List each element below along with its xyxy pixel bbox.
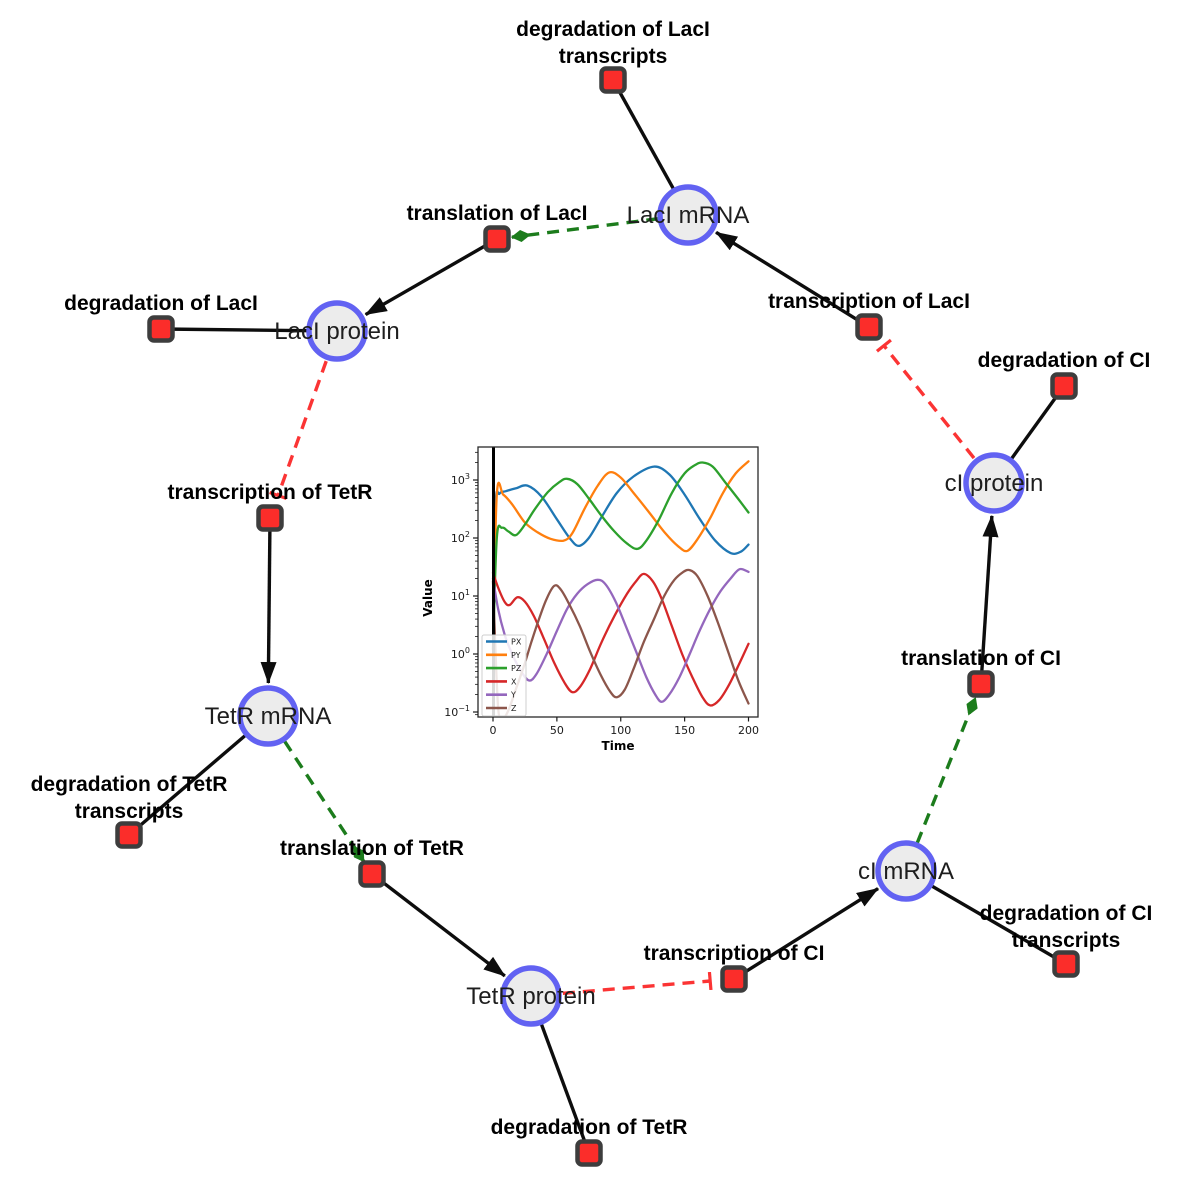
edge-modifier-ci-mrna-tl-ci bbox=[915, 696, 978, 844]
edge-inhibitor-laci-prot-tx-tetr bbox=[269, 360, 328, 501]
timeseries-plot: 0 50 100 150 20010−1100101102103TimeValuePXP… bbox=[421, 446, 759, 753]
y-tick-label: 10−1 bbox=[444, 704, 470, 719]
reaction-label-tx-laci: transcription of LacI bbox=[768, 290, 970, 313]
edge-product-tl-ci-ci-prot bbox=[980, 514, 999, 673]
species-label-tetr-prot: TetR protein bbox=[466, 983, 595, 1010]
species-label-ci-mrna: cI mRNA bbox=[858, 858, 954, 885]
reaction-label-deg-tetr: degradation of TetR bbox=[491, 1116, 688, 1139]
edge-inhibitor-ci-prot-tx-laci bbox=[875, 338, 976, 460]
legend-label-Z: Z bbox=[511, 704, 517, 713]
y-tick-label: 102 bbox=[451, 530, 470, 545]
reaction-label-tx-tetr: transcription of TetR bbox=[168, 481, 373, 504]
x-tick-label: 50 bbox=[550, 724, 564, 737]
species-node-ci-prot[interactable] bbox=[963, 452, 1025, 514]
series-X-curve bbox=[491, 571, 750, 707]
reaction-node-tl-ci[interactable] bbox=[967, 670, 995, 698]
reaction-node-tx-tetr[interactable] bbox=[256, 504, 284, 532]
x-tick-label: 200 bbox=[738, 724, 759, 737]
nodes-layer bbox=[115, 66, 1080, 1167]
reaction-node-deg-laci-tx[interactable] bbox=[599, 66, 627, 94]
edge-reactant-ci-mrna-deg-ci-tx bbox=[930, 884, 1067, 966]
edge-product-tx-laci-laci-mrna bbox=[715, 230, 860, 323]
reaction-node-deg-ci-tx[interactable] bbox=[1052, 950, 1080, 978]
reaction-node-tl-laci[interactable] bbox=[483, 225, 511, 253]
reaction-label-tl-tetr: translation of TetR bbox=[280, 837, 464, 860]
reaction-node-tx-ci[interactable] bbox=[720, 965, 748, 993]
species-label-ci-prot: cI protein bbox=[945, 470, 1044, 497]
plot-frame bbox=[477, 446, 759, 718]
legend-label-X: X bbox=[511, 677, 517, 686]
x-tick-label: 100 bbox=[610, 724, 631, 737]
x-axis-label: Time bbox=[602, 739, 635, 753]
reaction-label-tl-laci: translation of LacI bbox=[407, 202, 588, 225]
series-PY-curve bbox=[491, 460, 750, 651]
edge-reactant-tetr-prot-deg-tetr bbox=[539, 1022, 591, 1154]
reaction-label-deg-ci-tx: degradation of CI transcripts bbox=[980, 902, 1153, 952]
x-tick-label: 0 bbox=[490, 724, 497, 737]
edge-product-tx-ci-ci-mrna bbox=[743, 887, 879, 975]
edges-layer bbox=[127, 79, 1067, 1154]
x-tick-label: 150 bbox=[674, 724, 695, 737]
species-label-tetr-mrna: TetR mRNA bbox=[205, 703, 332, 730]
edge-modifier-laci-mrna-tl-laci bbox=[510, 217, 659, 242]
species-label-laci-mrna: LacI mRNA bbox=[627, 202, 750, 229]
edge-reactant-laci-mrna-deg-laci-tx bbox=[611, 79, 676, 191]
legend-label-Y: Y bbox=[510, 691, 516, 700]
species-node-tetr-prot[interactable] bbox=[500, 965, 562, 1027]
edge-modifier-tetr-mrna-tl-tetr bbox=[283, 740, 366, 863]
species-node-laci-mrna[interactable] bbox=[657, 184, 719, 246]
series-PX-curve bbox=[491, 465, 750, 651]
plot-legend: PX PY PZ XYZ bbox=[481, 634, 527, 717]
reaction-node-deg-ci[interactable] bbox=[1050, 372, 1078, 400]
edge-product-tl-tetr-tetr-prot bbox=[380, 879, 506, 978]
labels-layer: LacI mRNA LacI protein TetR mRNA TetR prote… bbox=[31, 18, 1153, 1139]
legend-label-PY: PY bbox=[511, 651, 521, 660]
reaction-node-tx-laci[interactable] bbox=[855, 313, 883, 341]
reaction-label-deg-tetr-tx: degradation of TetR transcripts bbox=[31, 773, 228, 823]
y-axis-label: Value bbox=[421, 579, 435, 617]
species-label-laci-prot: LacI protein bbox=[274, 318, 399, 345]
series-PZ-curve bbox=[491, 461, 750, 651]
species-node-laci-prot[interactable] bbox=[306, 300, 368, 362]
reaction-label-tx-ci: transcription of CI bbox=[644, 942, 825, 965]
legend-box bbox=[481, 634, 527, 717]
legend-label-PZ: PZ bbox=[511, 664, 522, 673]
edge-reactant-laci-prot-deg-laci bbox=[160, 327, 309, 333]
edge-product-tx-tetr-tetr-mrna bbox=[260, 529, 277, 685]
legend-label-PX: PX bbox=[511, 638, 522, 647]
edge-reactant-tetr-mrna-deg-tetr-tx bbox=[127, 733, 248, 837]
reaction-label-deg-laci: degradation of LacI bbox=[64, 292, 258, 315]
species-node-tetr-mrna[interactable] bbox=[237, 685, 299, 747]
reaction-label-tl-ci: translation of CI bbox=[901, 647, 1061, 670]
edge-product-tl-laci-laci-prot bbox=[364, 243, 488, 317]
species-node-ci-mrna[interactable] bbox=[875, 840, 937, 902]
y-tick-label: 100 bbox=[451, 646, 470, 661]
y-tick-label: 101 bbox=[451, 588, 470, 603]
y-tick-label: 103 bbox=[451, 472, 470, 487]
reaction-node-deg-tetr-tx[interactable] bbox=[115, 821, 143, 849]
reaction-node-tl-tetr[interactable] bbox=[358, 860, 386, 888]
reaction-node-deg-tetr[interactable] bbox=[575, 1139, 603, 1167]
reaction-label-deg-ci: degradation of CI bbox=[978, 349, 1151, 372]
reaction-node-deg-laci[interactable] bbox=[147, 315, 175, 343]
edge-inhibitor-tetr-prot-tx-ci bbox=[562, 971, 713, 996]
reaction-label-deg-laci-tx: degradation of LacI transcripts bbox=[516, 18, 710, 68]
